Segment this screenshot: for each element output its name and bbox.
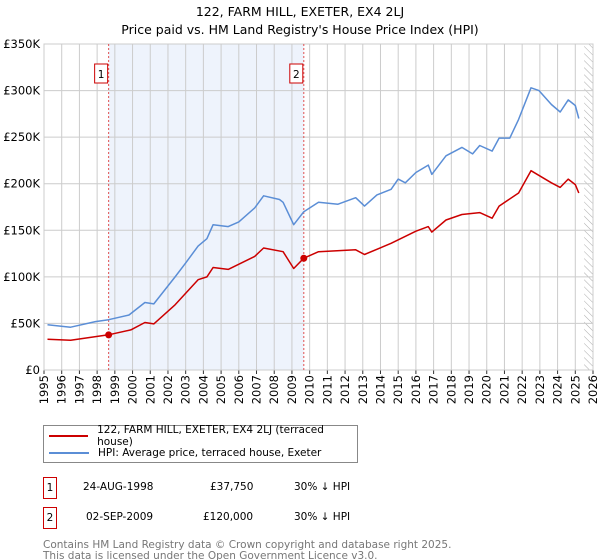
x-tick-label: 2003 <box>179 375 193 404</box>
legend-swatch-red <box>49 435 89 437</box>
x-tick-label: 2005 <box>214 375 228 404</box>
x-tick-label: 1996 <box>55 375 69 404</box>
x-tick-label: 2020 <box>480 375 494 404</box>
transaction-price: £37,750 <box>210 481 254 493</box>
purchase-point <box>105 331 113 339</box>
x-tick-label: 2013 <box>356 375 370 404</box>
transaction-hpi: 30% ↓ HPI <box>294 481 351 493</box>
y-tick-label: £300K <box>3 84 40 98</box>
chart-title: 122, FARM HILL, EXETER, EX4 2LJ <box>195 4 405 19</box>
x-tick-label: 2007 <box>250 375 264 404</box>
x-tick-label: 2025 <box>568 375 582 404</box>
x-tick-label: 2018 <box>444 375 458 404</box>
x-tick-label: 2002 <box>161 375 175 404</box>
x-tick-label: 2014 <box>373 375 387 404</box>
legend-label: 122, FARM HILL, EXETER, EX4 2LJ (terrace… <box>97 424 324 448</box>
x-tick-label: 2010 <box>303 375 317 404</box>
x-tick-label: 2011 <box>320 375 334 404</box>
x-tick-label: 2021 <box>497 375 511 404</box>
x-tick-label: 2004 <box>196 375 210 404</box>
transaction-date: 02-SEP-2009 <box>86 511 154 523</box>
x-tick-label: 2012 <box>338 375 352 404</box>
legend-item-property: 122, FARM HILL, EXETER, EX4 2LJ (terrace… <box>49 424 357 448</box>
x-tick-label: 2024 <box>551 375 565 404</box>
x-tick-label: 2009 <box>285 375 299 404</box>
purchase-point <box>300 254 308 262</box>
y-tick-label: £100K <box>3 270 40 284</box>
x-tick-label: 2001 <box>143 375 157 404</box>
legend-swatch-blue <box>49 452 89 454</box>
shaded-ownership-period <box>108 44 304 370</box>
x-tick-label: 1999 <box>108 375 122 404</box>
x-tick-label: 2015 <box>391 375 405 404</box>
transaction-price: £120,000 <box>203 511 254 523</box>
marker-box <box>289 63 304 84</box>
marker-label: 2 <box>293 69 300 81</box>
transaction-hpi: 30% ↓ HPI <box>294 511 351 523</box>
chart-subtitle: Price paid vs. HM Land Registry's House … <box>121 22 479 37</box>
footer: Contains HM Land Registry data © Crown c… <box>43 540 451 560</box>
x-tick-label: 2006 <box>232 375 246 404</box>
legend: 122, FARM HILL, EXETER, EX4 2LJ (terrace… <box>43 424 358 463</box>
legend-label: HPI: Average price, terraced house, Exet… <box>98 447 322 459</box>
transaction-number: 1 <box>43 477 57 499</box>
x-tick-label: 2022 <box>515 375 529 404</box>
y-tick-label: £150K <box>3 223 40 237</box>
transaction-date: 24-AUG-1998 <box>83 481 154 493</box>
marker-box <box>94 63 109 84</box>
y-tick-label: £50K <box>11 316 41 330</box>
footer-licence: This data is licensed under the Open Gov… <box>43 550 378 560</box>
y-tick-label: £250K <box>3 130 40 144</box>
y-tick-label: £0 <box>25 363 40 377</box>
x-tick-label: 1997 <box>72 375 86 404</box>
plot-area: 1995 1996 1997 1998 1999 2000 2001 2002 2003 2004… <box>3 37 600 404</box>
series-line <box>47 87 580 328</box>
plot-frame <box>43 43 594 371</box>
footer-copyright: Contains HM Land Registry data © Crown c… <box>43 539 452 551</box>
legend-item-hpi: HPI: Average price, terraced house, Exet… <box>49 446 321 460</box>
y-tick-label: £200K <box>3 177 40 191</box>
series-line <box>47 169 580 341</box>
x-tick-label: 2008 <box>267 375 281 404</box>
x-tick-label: 1995 <box>37 375 51 404</box>
x-tick-label: 2026 <box>586 375 600 404</box>
hatched-region <box>584 44 593 370</box>
marker-label: 1 <box>98 69 105 81</box>
x-tick-label: 2016 <box>409 375 423 404</box>
x-tick-label: 2019 <box>462 375 476 404</box>
x-tick-label: 1998 <box>90 375 104 404</box>
transaction-number: 2 <box>43 507 57 529</box>
x-tick-label: 2017 <box>427 375 441 404</box>
y-tick-label: £350K <box>3 37 40 51</box>
x-tick-label: 2000 <box>126 375 140 404</box>
x-tick-label: 2023 <box>533 375 547 404</box>
